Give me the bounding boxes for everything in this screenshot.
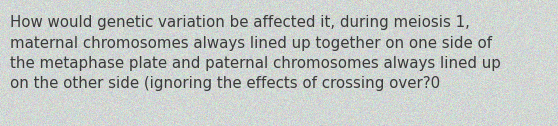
Text: How would genetic variation be affected it, during meiosis 1,
maternal chromosom: How would genetic variation be affected …	[10, 15, 501, 91]
